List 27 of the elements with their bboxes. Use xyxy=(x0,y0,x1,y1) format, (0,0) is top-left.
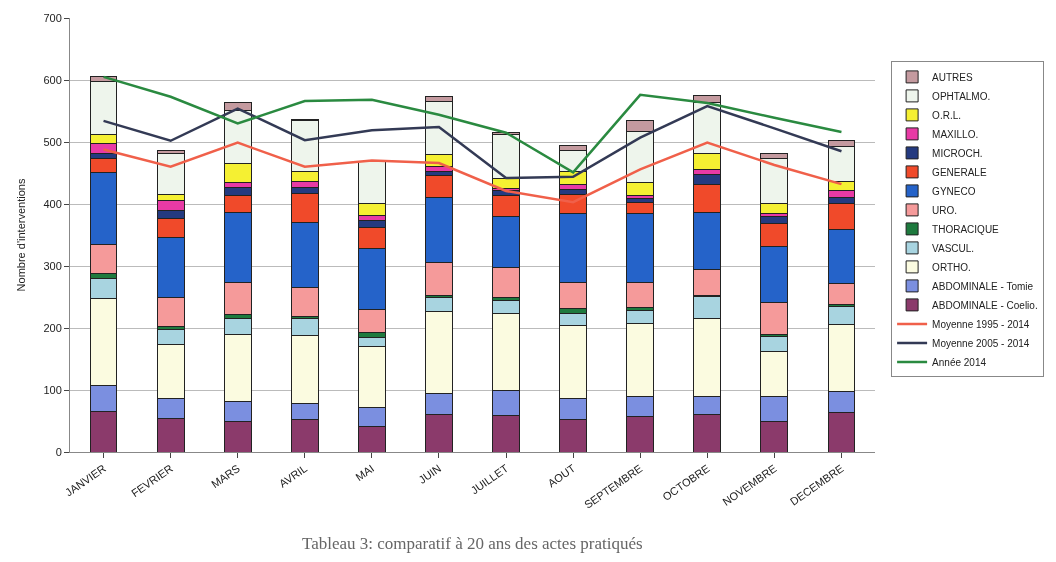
text: Tableau 3: comparatif à 20 ans des actes pratiqués xyxy=(302,534,643,553)
legend-label: GYNECO xyxy=(932,185,976,197)
legend-label: Moyenne 2005 - 2014 xyxy=(932,337,1030,349)
y-tick-label: 600 xyxy=(43,73,62,86)
legend-label: Année 2014 xyxy=(932,356,987,368)
legend-label: ABDOMINALE - Coelio. xyxy=(932,299,1038,311)
legend-label: AUTRES xyxy=(932,71,973,83)
legend-label: ORTHO. xyxy=(932,261,971,273)
y-tick-label: 100 xyxy=(43,383,62,396)
legend-label: O.R.L. xyxy=(932,109,962,121)
legend-label: GENERALE xyxy=(932,166,987,178)
x-tick-label: MAI xyxy=(353,462,377,484)
legend-label: OPHTALMO. xyxy=(932,90,991,102)
y-tick-label: 300 xyxy=(43,259,62,272)
legend-label: MICROCH. xyxy=(932,147,983,159)
legend-label: ABDOMINALE - Tomie xyxy=(932,280,1034,292)
y-tick-label: 700 xyxy=(43,11,62,24)
y-tick-label: 0 xyxy=(55,445,62,458)
y-axis-title: Nombre d'interventions xyxy=(15,178,28,292)
legend-label: Moyenne 1995 - 2014 xyxy=(932,318,1030,330)
legend-label: VASCUL. xyxy=(932,242,975,254)
y-tick-label: 400 xyxy=(43,197,62,210)
y-tick-label: 500 xyxy=(43,135,62,148)
legend-label: MAXILLO. xyxy=(932,128,979,140)
legend-label: URO. xyxy=(932,204,958,216)
y-tick-label: 200 xyxy=(43,321,62,334)
legend-label: THORACIQUE xyxy=(932,223,1000,235)
